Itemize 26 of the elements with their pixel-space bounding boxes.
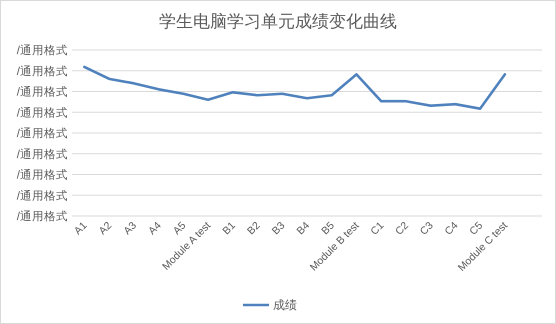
x-tick-label: B5: [319, 220, 337, 238]
text: /通用格式: [16, 210, 68, 223]
x-tick-label: C4: [442, 220, 461, 238]
text: /通用格式: [16, 86, 68, 98]
x-tick-label: C1: [368, 220, 386, 238]
chart-title: 学生电脑学习单元成绩变化曲线: [159, 12, 397, 31]
text: /通用格式: [16, 189, 68, 202]
text: /通用格式: [16, 64, 68, 78]
x-tick-label: A3: [121, 220, 140, 238]
legend-label: 成绩: [273, 298, 297, 312]
x-tick-label: A4: [146, 220, 164, 238]
x-tick-label: B1: [220, 220, 238, 238]
x-tick-label: A5: [170, 220, 189, 238]
x-tick-label: B2: [245, 220, 263, 238]
text: /通用格式: [16, 127, 68, 140]
text: /通用格式: [16, 106, 68, 120]
x-tick-label: B4: [294, 220, 312, 238]
x-tick-label: C5: [467, 220, 486, 238]
x-tick-label: C2: [393, 220, 412, 238]
text: /通用格式: [16, 168, 68, 182]
x-tick-label: B3: [270, 220, 288, 238]
x-tick-label: C3: [418, 220, 436, 238]
text: /通用格式: [16, 148, 68, 161]
text: /通用格式: [16, 44, 68, 57]
x-tick-label: A1: [72, 220, 90, 238]
x-tick-label: A2: [96, 220, 114, 238]
